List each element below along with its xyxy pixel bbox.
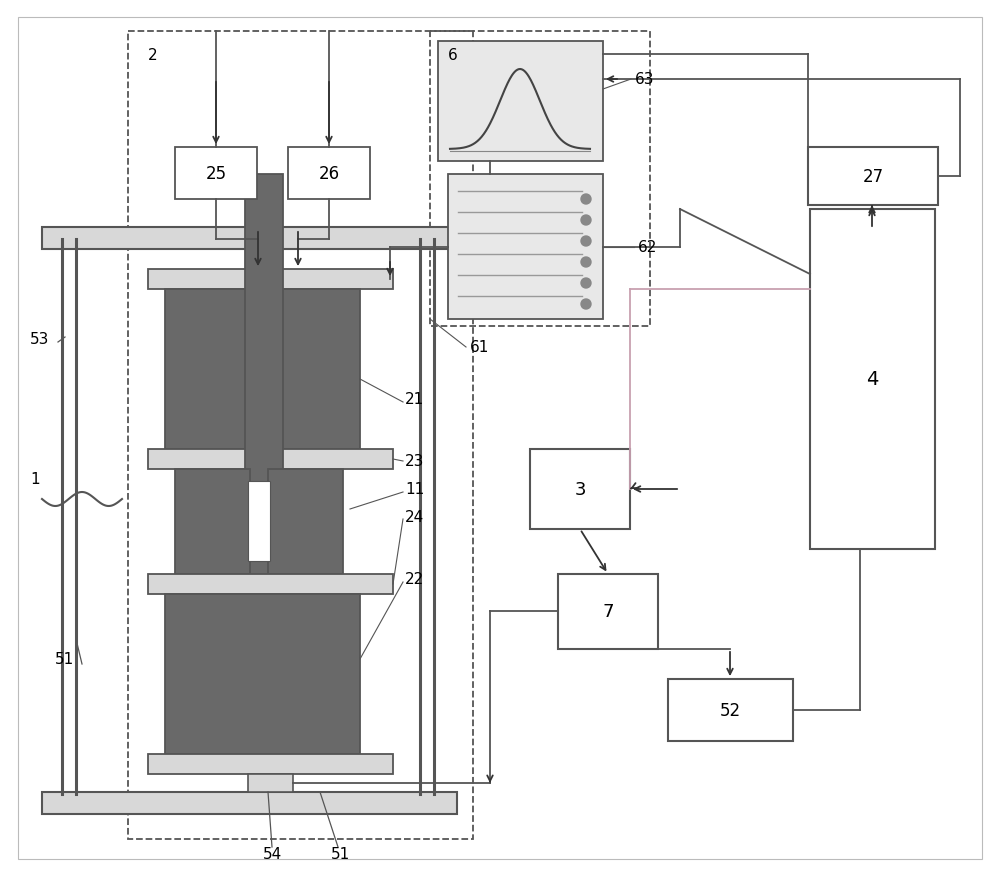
Bar	[530, 450, 630, 530]
Text: 4: 4	[866, 370, 878, 389]
Bar	[245, 175, 283, 704]
Text: 22: 22	[405, 572, 424, 587]
Text: 53: 53	[30, 332, 49, 347]
Circle shape	[581, 195, 591, 204]
Bar	[42, 792, 457, 814]
Text: 6: 6	[448, 48, 458, 63]
Text: 3: 3	[574, 481, 586, 498]
Bar	[288, 148, 370, 200]
Text: 52: 52	[719, 702, 741, 719]
Text: 63: 63	[635, 73, 654, 88]
Bar	[668, 679, 793, 741]
Text: 24: 24	[405, 510, 424, 525]
Bar	[810, 210, 935, 549]
Text: 21: 21	[405, 392, 424, 407]
Bar	[268, 469, 343, 574]
Text: 26: 26	[318, 165, 340, 182]
Bar	[558, 574, 658, 649]
Text: 61: 61	[470, 340, 489, 355]
Bar	[148, 270, 393, 289]
Bar	[175, 469, 250, 574]
Text: 51: 51	[330, 846, 350, 861]
Text: 25: 25	[205, 165, 227, 182]
Bar	[248, 774, 293, 792]
Circle shape	[581, 300, 591, 310]
Bar	[148, 450, 393, 469]
Bar	[438, 42, 603, 162]
Bar	[165, 289, 360, 450]
Bar	[42, 228, 457, 250]
Bar	[165, 595, 360, 754]
Text: 2: 2	[148, 48, 158, 63]
Bar	[128, 32, 473, 839]
Text: 62: 62	[638, 240, 657, 255]
Text: 54: 54	[262, 846, 282, 861]
Text: 51: 51	[55, 652, 74, 667]
Circle shape	[581, 216, 591, 225]
Text: 27: 27	[862, 168, 884, 186]
Circle shape	[581, 258, 591, 267]
Bar	[175, 148, 257, 200]
Text: 7: 7	[602, 602, 614, 620]
Circle shape	[581, 279, 591, 289]
Bar	[148, 574, 393, 595]
Circle shape	[581, 237, 591, 246]
Bar	[148, 754, 393, 774]
Bar	[448, 175, 603, 319]
Bar	[248, 481, 270, 561]
Bar	[808, 148, 938, 206]
Text: 23: 23	[405, 454, 424, 469]
Bar	[430, 32, 650, 326]
Text: 11: 11	[405, 482, 424, 497]
Text: 1: 1	[30, 472, 40, 487]
